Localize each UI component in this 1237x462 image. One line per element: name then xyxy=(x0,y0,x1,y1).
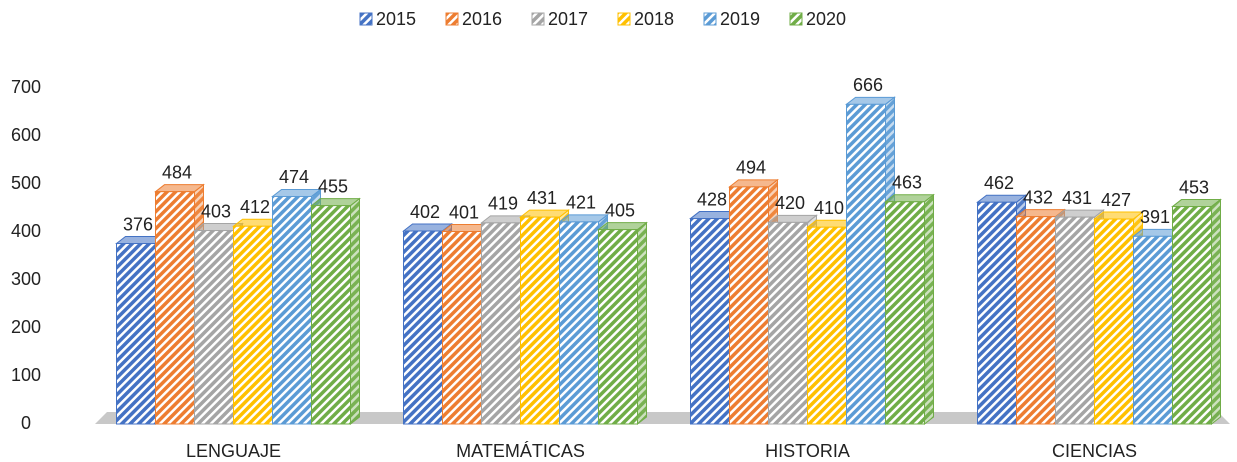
bar-top xyxy=(310,198,361,207)
x-tick-label: CIENCIAS xyxy=(1052,441,1137,461)
data-label: 410 xyxy=(814,198,844,218)
bar xyxy=(885,201,925,425)
bar-side-shade xyxy=(924,194,934,424)
legend-swatch xyxy=(531,12,545,26)
bar xyxy=(768,221,808,425)
data-label: 455 xyxy=(318,176,348,196)
y-tick-label: 200 xyxy=(11,317,41,337)
bar xyxy=(403,230,443,425)
y-tick-label: 700 xyxy=(11,77,41,97)
bar xyxy=(846,103,886,425)
data-label: 391 xyxy=(1140,207,1170,227)
data-label: 376 xyxy=(123,214,153,234)
bar xyxy=(559,221,599,425)
legend-label: 2020 xyxy=(806,9,846,29)
data-label: 494 xyxy=(736,158,766,178)
data-label: 427 xyxy=(1101,190,1131,210)
bar xyxy=(1172,206,1212,425)
bar-top xyxy=(767,214,818,223)
bar-top xyxy=(271,188,322,197)
data-label: 474 xyxy=(279,167,309,187)
data-label: 453 xyxy=(1179,177,1209,197)
bar xyxy=(690,218,730,425)
bar xyxy=(442,231,482,425)
bar-top xyxy=(519,209,570,218)
bar xyxy=(1055,216,1095,425)
bar xyxy=(1133,235,1173,425)
bar-top xyxy=(728,179,779,188)
bar xyxy=(1094,218,1134,425)
x-tick-label: LENGUAJE xyxy=(186,441,281,461)
bar-side-shade xyxy=(350,198,360,424)
bar-top xyxy=(558,214,609,223)
bar xyxy=(807,226,847,425)
bar-top xyxy=(845,96,896,105)
bar xyxy=(481,222,521,425)
legend-swatch xyxy=(617,12,631,26)
data-label: 431 xyxy=(1062,188,1092,208)
bar xyxy=(520,216,560,425)
legend-label: 2015 xyxy=(376,9,416,29)
data-label: 431 xyxy=(527,188,557,208)
data-label: 428 xyxy=(697,189,727,209)
data-label: 484 xyxy=(162,162,192,182)
bar xyxy=(116,243,156,425)
bar-top xyxy=(884,194,935,203)
bar xyxy=(1016,216,1056,425)
legend-label: 2018 xyxy=(634,9,674,29)
data-label: 421 xyxy=(566,193,596,213)
y-tick-label: 400 xyxy=(11,221,41,241)
legend-label: 2017 xyxy=(548,9,588,29)
bar xyxy=(598,229,638,425)
bar xyxy=(729,186,769,425)
bar xyxy=(233,225,273,425)
y-tick-label: 100 xyxy=(11,365,41,385)
floor xyxy=(95,412,1230,424)
legend-label: 2019 xyxy=(720,9,760,29)
data-label: 405 xyxy=(605,200,635,220)
y-tick-label: 600 xyxy=(11,125,41,145)
data-label: 463 xyxy=(892,173,922,193)
y-tick-label: 300 xyxy=(11,269,41,289)
bar-top xyxy=(1054,209,1105,218)
x-tick-label: MATEMÁTICAS xyxy=(456,441,585,461)
data-label: 462 xyxy=(984,173,1014,193)
y-tick-label: 500 xyxy=(11,173,41,193)
y-tick-label: 0 xyxy=(21,413,31,433)
legend-swatch xyxy=(703,12,717,26)
bar xyxy=(977,201,1017,425)
bar xyxy=(311,205,351,425)
bar-top xyxy=(597,222,648,231)
bar-side-shade xyxy=(637,222,647,424)
bar xyxy=(272,195,312,425)
bar xyxy=(194,230,234,425)
bar-top xyxy=(1171,199,1222,208)
legend-swatch xyxy=(789,12,803,26)
data-label: 666 xyxy=(853,75,883,95)
data-label: 412 xyxy=(240,197,270,217)
data-label: 402 xyxy=(410,202,440,222)
bar-top xyxy=(154,184,205,193)
legend-label: 2016 xyxy=(462,9,502,29)
data-label: 420 xyxy=(775,193,805,213)
data-label: 403 xyxy=(201,201,231,221)
x-tick-label: HISTORIA xyxy=(765,441,850,461)
bar-side-shade xyxy=(1211,199,1221,424)
bar-top xyxy=(976,194,1027,203)
legend-swatch xyxy=(359,12,373,26)
data-label: 401 xyxy=(449,202,479,222)
data-label: 419 xyxy=(488,194,518,214)
bar xyxy=(155,191,195,425)
legend-swatch xyxy=(445,12,459,26)
bar-top xyxy=(1093,211,1144,220)
data-label: 432 xyxy=(1023,187,1053,207)
